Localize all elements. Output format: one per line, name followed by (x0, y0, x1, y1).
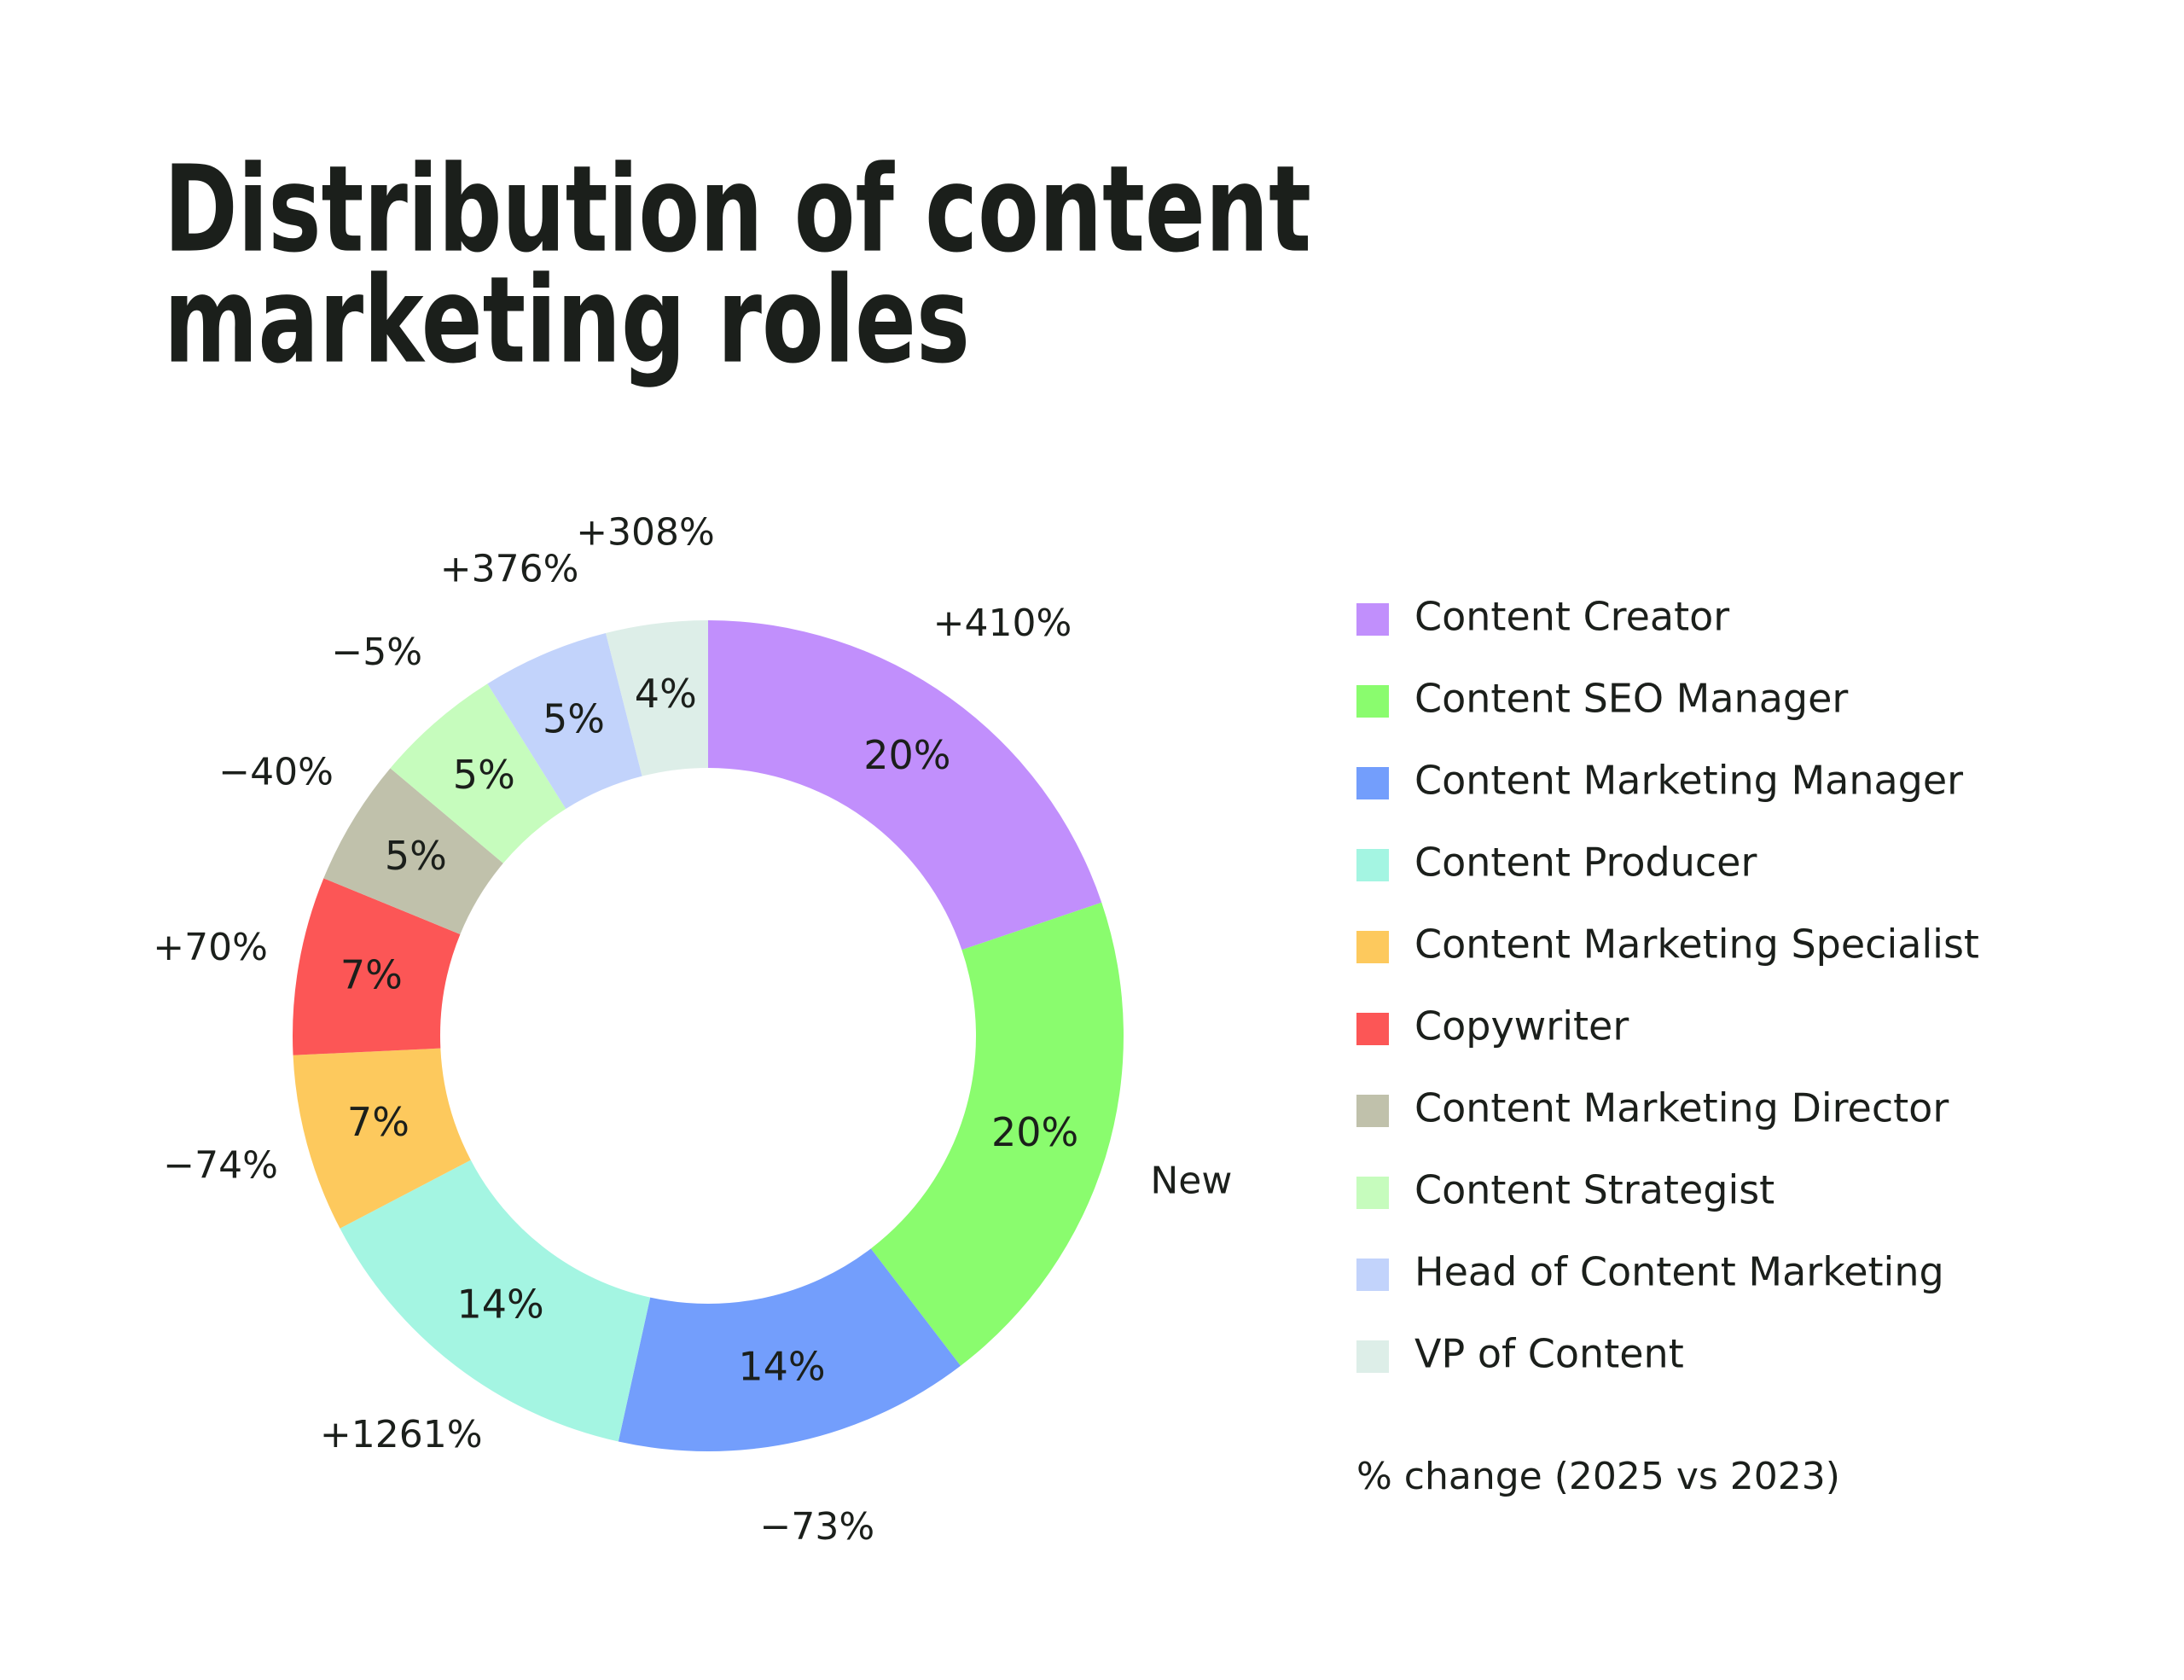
change-label: New (1150, 1159, 1232, 1202)
value-label: 20% (863, 732, 950, 778)
legend-swatch (1356, 603, 1389, 636)
legend-label: Copywriter (1414, 1003, 1629, 1049)
legend-label: Content Creator (1414, 594, 1729, 640)
chart-title: marketing roles (164, 252, 970, 391)
change-label: −40% (218, 750, 334, 793)
legend-note: % change (2025 vs 2023) (1356, 1455, 1840, 1498)
value-label: 14% (738, 1344, 825, 1390)
legend-swatch (1356, 1177, 1389, 1209)
legend-swatch (1356, 849, 1389, 881)
donut-segment (487, 633, 642, 809)
value-label: 7% (347, 1099, 410, 1145)
value-label: 4% (635, 671, 697, 717)
chart-title: Distribution of content (164, 141, 1311, 280)
change-label: −5% (331, 631, 422, 674)
legend-swatch (1356, 1013, 1389, 1045)
change-label: +1261% (320, 1413, 483, 1456)
legend-label: Content Marketing Director (1414, 1085, 1949, 1131)
value-label: 20% (991, 1109, 1078, 1155)
legend-swatch (1356, 1259, 1389, 1291)
donut-segment (390, 683, 566, 863)
legend-swatch (1356, 1095, 1389, 1127)
donut-segment (708, 620, 1102, 950)
donut-segment (293, 1048, 471, 1229)
legend-label: Content Producer (1414, 840, 1757, 886)
donut-segment (340, 1160, 651, 1442)
value-label: 14% (456, 1282, 543, 1328)
legend-label: Head of Content Marketing (1414, 1249, 1944, 1295)
donut-segment (323, 768, 503, 934)
value-label: 7% (340, 951, 403, 997)
change-label: +410% (933, 602, 1072, 645)
donut-segment (618, 1248, 961, 1451)
legend-label: Content Marketing Specialist (1414, 921, 1979, 968)
change-label: −74% (163, 1144, 278, 1188)
value-label: 5% (385, 833, 447, 879)
change-label: +376% (440, 548, 579, 591)
value-label: 5% (543, 695, 605, 741)
legend-swatch (1356, 931, 1389, 963)
change-label: +308% (576, 511, 715, 555)
legend-swatch (1356, 1340, 1389, 1373)
legend-swatch (1356, 767, 1389, 799)
donut-segment (870, 902, 1124, 1366)
change-label: +70% (153, 926, 268, 969)
value-label: 5% (453, 752, 515, 798)
donut-segment (293, 878, 461, 1055)
change-label: −73% (760, 1505, 875, 1549)
legend-label: VP of Content (1414, 1331, 1684, 1377)
legend-swatch (1356, 685, 1389, 718)
donut-segment (606, 620, 708, 776)
legend-label: Content SEO Manager (1414, 676, 1848, 722)
legend-label: Content Strategist (1414, 1167, 1774, 1213)
legend-label: Content Marketing Manager (1414, 758, 1963, 804)
